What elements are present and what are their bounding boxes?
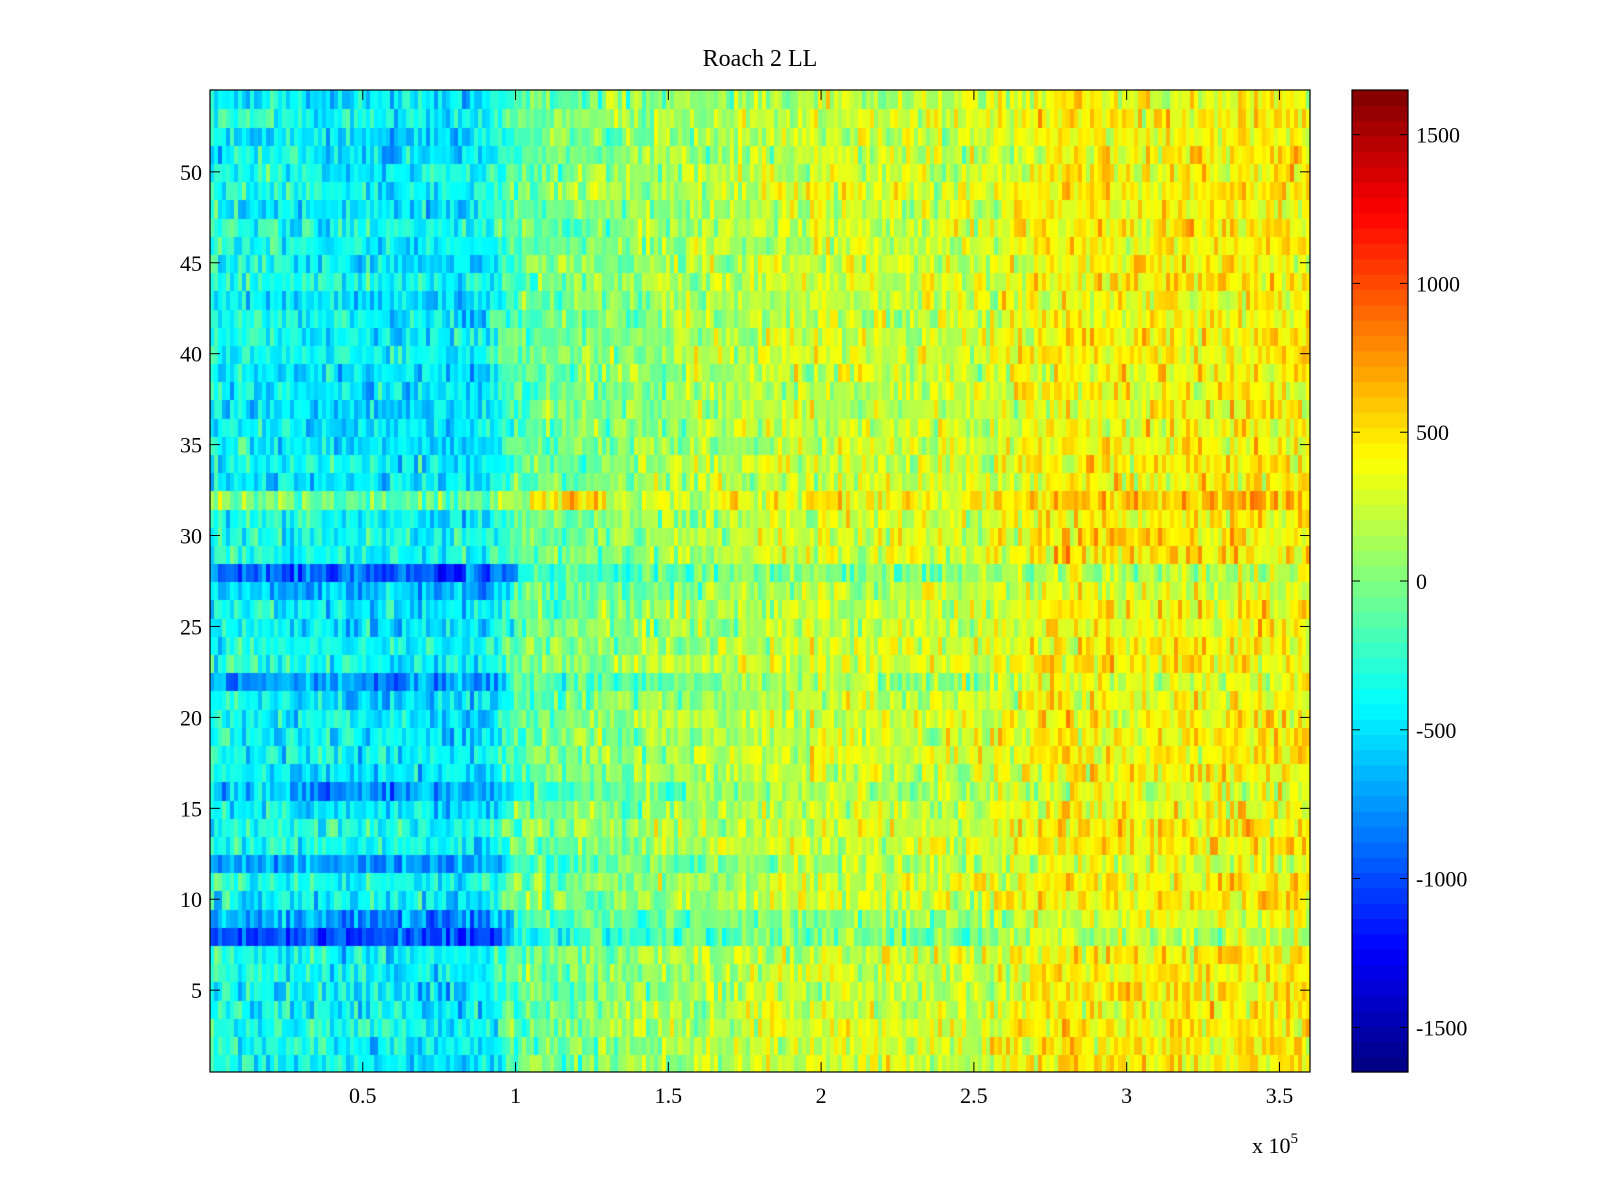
x-tick-label: 2	[816, 1083, 827, 1108]
colorbar-band	[1352, 918, 1408, 935]
colorbar-band	[1352, 458, 1408, 475]
x-tick-label: 3.5	[1266, 1083, 1294, 1108]
colorbar-band	[1352, 995, 1408, 1012]
colorbar-band	[1352, 550, 1408, 567]
y-tick-label: 5	[191, 978, 202, 1003]
x-tick-label: 2.5	[960, 1083, 988, 1108]
colorbar-band	[1352, 642, 1408, 659]
colorbar-band	[1352, 90, 1408, 106]
y-axis: 5 10 15 20 25 30 35 40 45 50	[180, 160, 1310, 1003]
colorbar-tick-label: -1000	[1416, 867, 1467, 892]
y-tick-label: 20	[180, 705, 202, 730]
colorbar-band	[1352, 872, 1408, 889]
colorbar-band	[1352, 120, 1408, 137]
colorbar-band	[1352, 826, 1408, 843]
x-tick-label: 3	[1121, 1083, 1132, 1108]
colorbar-tick-label: -500	[1416, 718, 1456, 743]
colorbar-band	[1352, 933, 1408, 950]
y-tick-label: 35	[180, 433, 202, 458]
colorbar-band	[1352, 136, 1408, 152]
y-tick-label: 50	[180, 160, 202, 185]
heatmap	[210, 90, 1310, 1072]
colorbar-band	[1352, 304, 1408, 321]
y-tick-label: 40	[180, 342, 202, 367]
colorbar-band	[1352, 841, 1408, 858]
colorbar-band	[1352, 903, 1408, 920]
colorbar-band	[1352, 274, 1408, 291]
colorbar-band	[1352, 197, 1408, 214]
colorbar-band	[1352, 688, 1408, 705]
colorbar-band	[1352, 581, 1408, 597]
y-tick-label: 15	[180, 796, 202, 821]
colorbar-band	[1352, 811, 1408, 828]
colorbar-band	[1352, 182, 1408, 199]
colorbar-band	[1352, 1010, 1408, 1027]
colorbar-axis: -1500 -1000 -500 0 500 1000 1500	[1352, 123, 1467, 1040]
colorbar-tick-label: 1000	[1416, 271, 1460, 296]
colorbar-band	[1352, 964, 1408, 981]
x-exponent-label: x 105	[1252, 1131, 1298, 1158]
colorbar-band	[1352, 335, 1408, 352]
colorbar-band	[1352, 765, 1408, 782]
colorbar-band	[1352, 350, 1408, 367]
heatmap-image	[210, 90, 1310, 1072]
x-tick-label: 1	[510, 1083, 521, 1108]
colorbar-band	[1352, 703, 1408, 720]
colorbar-band	[1352, 1041, 1408, 1058]
colorbar-tick-label: 1500	[1416, 123, 1460, 148]
colorbar-band	[1352, 320, 1408, 337]
colorbar-tick-label: 0	[1416, 569, 1427, 594]
colorbar-band	[1352, 749, 1408, 766]
colorbar-band	[1352, 427, 1408, 444]
colorbar-band	[1352, 396, 1408, 413]
colorbar-band	[1352, 657, 1408, 674]
colorbar-band	[1352, 488, 1408, 505]
axes-frame	[209, 89, 1311, 1073]
colorbar-band	[1352, 611, 1408, 628]
colorbar-band	[1352, 795, 1408, 812]
y-tick-label: 45	[180, 251, 202, 276]
colorbar-band	[1352, 366, 1408, 383]
x-tick-label: 0.5	[349, 1083, 377, 1108]
y-tick-label: 10	[180, 887, 202, 912]
colorbar-band	[1352, 673, 1408, 690]
x-axis: 0.5 1 1.5 2 2.5 3 3.5	[349, 90, 1293, 1108]
colorbar-band	[1352, 534, 1408, 551]
colorbar-band	[1352, 596, 1408, 613]
colorbar-band	[1352, 979, 1408, 996]
x-tick-label: 1.5	[655, 1083, 683, 1108]
colorbar-band	[1352, 289, 1408, 306]
colorbar-band	[1352, 412, 1408, 429]
colorbar-band	[1352, 228, 1408, 245]
colorbar-tick-label: 500	[1416, 420, 1449, 445]
colorbar-band	[1352, 857, 1408, 874]
colorbar-band	[1352, 519, 1408, 536]
colorbar-band	[1352, 504, 1408, 521]
colorbar-band	[1352, 473, 1408, 490]
colorbar-band	[1352, 243, 1408, 260]
y-tick-label: 30	[180, 524, 202, 549]
colorbar-band	[1352, 734, 1408, 751]
colorbar-band	[1352, 212, 1408, 229]
colorbar-band	[1352, 949, 1408, 966]
colorbar-band	[1352, 627, 1408, 643]
colorbar-band	[1352, 887, 1408, 904]
colorbar-band	[1352, 151, 1408, 168]
colorbar-band	[1352, 381, 1408, 398]
chart-title: Roach 2 LL	[703, 46, 818, 72]
colorbar-band	[1352, 565, 1408, 582]
colorbar	[1352, 90, 1408, 1073]
colorbar-band	[1352, 258, 1408, 275]
colorbar-band	[1352, 105, 1408, 122]
colorbar-band	[1352, 780, 1408, 797]
colorbar-band	[1352, 1025, 1408, 1042]
colorbar-band	[1352, 166, 1408, 183]
colorbar-tick-label: -1500	[1416, 1015, 1467, 1040]
colorbar-band	[1352, 719, 1408, 736]
y-tick-label: 25	[180, 614, 202, 639]
colorbar-band	[1352, 1056, 1408, 1073]
colorbar-band	[1352, 442, 1408, 459]
